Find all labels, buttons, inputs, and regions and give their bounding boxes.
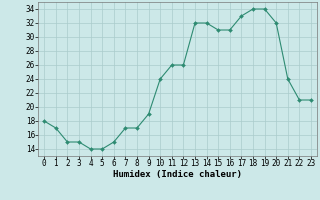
X-axis label: Humidex (Indice chaleur): Humidex (Indice chaleur) xyxy=(113,170,242,179)
